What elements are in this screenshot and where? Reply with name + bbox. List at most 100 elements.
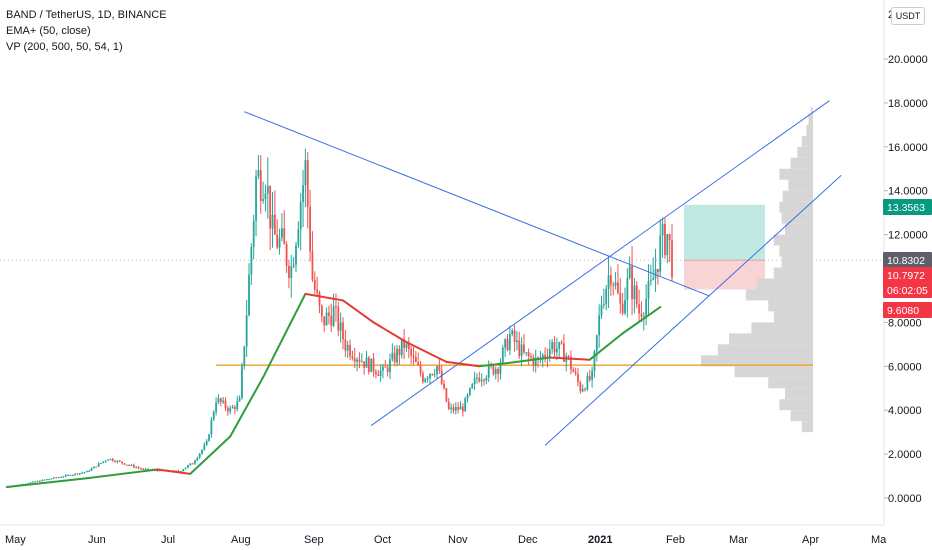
candle-body — [142, 468, 145, 470]
candle-body — [97, 463, 100, 467]
candle-body — [410, 349, 413, 356]
ema-segment — [548, 356, 591, 361]
candle-body — [466, 394, 469, 399]
candle-body — [525, 352, 528, 354]
candle-body — [297, 229, 300, 246]
candle-body — [497, 369, 499, 374]
volume-profile-bar — [757, 278, 813, 290]
candle-body — [226, 407, 229, 412]
ema-indicator-label[interactable]: EMA+ (50, close) — [6, 25, 91, 37]
candle-body — [147, 468, 149, 470]
candle-body — [365, 357, 368, 368]
ema-segment — [189, 435, 232, 475]
volume-profile-label[interactable]: VP (200, 500, 50, 54, 1) — [6, 41, 123, 53]
candle-body — [414, 356, 417, 363]
candle-body — [283, 228, 286, 245]
candle-body — [527, 352, 530, 357]
candle-body — [222, 400, 225, 403]
candle-body — [508, 333, 511, 351]
candle-body — [372, 358, 375, 372]
candle-body — [436, 366, 438, 375]
candle-body — [483, 379, 485, 381]
price-tick-label: 16.0000 — [888, 142, 928, 154]
candle-body — [259, 170, 262, 201]
candle-body — [614, 282, 617, 286]
candle-body — [628, 265, 631, 279]
candle-body — [335, 306, 337, 308]
candle-body — [76, 473, 79, 475]
candle-body — [83, 472, 86, 474]
ema-segment — [445, 360, 481, 368]
candle-body — [304, 160, 307, 186]
candle-body — [375, 371, 377, 375]
candle-body — [248, 274, 250, 316]
candle-body — [370, 358, 373, 372]
candle-body — [360, 361, 363, 363]
candle-body — [553, 342, 556, 353]
currency-button[interactable]: USDT — [891, 7, 925, 25]
price-tag-label: 10.8302 — [887, 255, 925, 267]
ema-segment — [515, 356, 551, 363]
volume-profile — [701, 107, 813, 433]
candle-body — [532, 357, 535, 366]
volume-profile-bar — [773, 311, 813, 323]
candle-body — [431, 374, 434, 376]
candle-body — [624, 299, 626, 314]
candle-body — [104, 460, 107, 462]
candle-body — [635, 285, 638, 305]
price-tick-label: 20.0000 — [888, 54, 928, 66]
candle-body — [255, 176, 257, 221]
candle-body — [480, 379, 483, 382]
candle-body — [295, 245, 297, 265]
candle-body — [290, 266, 293, 278]
price-tick-label: 2.0000 — [888, 449, 922, 461]
candle-body — [219, 398, 222, 403]
candle-body — [88, 470, 91, 472]
time-tick-label: 2021 — [588, 534, 612, 546]
price-tag-label: 9.6080 — [887, 305, 919, 317]
candle-body — [229, 408, 232, 412]
candle-body — [205, 441, 208, 445]
candle-body — [85, 470, 88, 473]
candle-body — [95, 466, 98, 468]
candle-body — [71, 474, 74, 476]
price-tick-label: 0.0000 — [888, 493, 922, 505]
candle-body — [478, 377, 481, 382]
price-tag — [883, 252, 932, 268]
candle-body — [252, 220, 255, 248]
candle-body — [506, 339, 509, 351]
candle-body — [111, 458, 114, 462]
candle-body — [398, 348, 401, 356]
candle-body — [570, 356, 572, 370]
candle-body — [473, 378, 476, 385]
candle-body — [332, 306, 335, 326]
candle-body — [156, 470, 159, 472]
candle-body — [619, 293, 622, 304]
candle-body — [100, 462, 102, 464]
candle-body — [234, 407, 236, 409]
candle-body — [78, 473, 81, 475]
symbol-title[interactable]: BAND / TetherUS, 1D, BINANCE — [6, 9, 167, 21]
candle-body — [492, 366, 495, 375]
candle-body — [560, 342, 563, 344]
candle-body — [182, 469, 185, 471]
time-tick-label: Ma — [871, 534, 887, 546]
profit-zone — [684, 204, 765, 261]
candle-body — [344, 339, 347, 351]
time-axis[interactable]: May Jun Jul Aug Sep Oct Nov Dec 2021 Feb Mar Apr Ma — [0, 524, 887, 546]
volume-profile-bar — [785, 388, 813, 400]
price-tag — [883, 282, 932, 298]
candle-body — [102, 461, 105, 463]
ema-segment — [85, 468, 159, 480]
trendlines[interactable] — [244, 100, 842, 446]
candle-body — [429, 374, 431, 379]
candle-body — [269, 185, 272, 229]
candle-body — [346, 344, 349, 351]
candle-body — [664, 223, 666, 256]
candle-body — [591, 370, 593, 380]
candle-body — [179, 470, 182, 472]
candle-body — [600, 304, 603, 316]
candle-body — [264, 193, 267, 200]
candle-body — [438, 366, 441, 371]
